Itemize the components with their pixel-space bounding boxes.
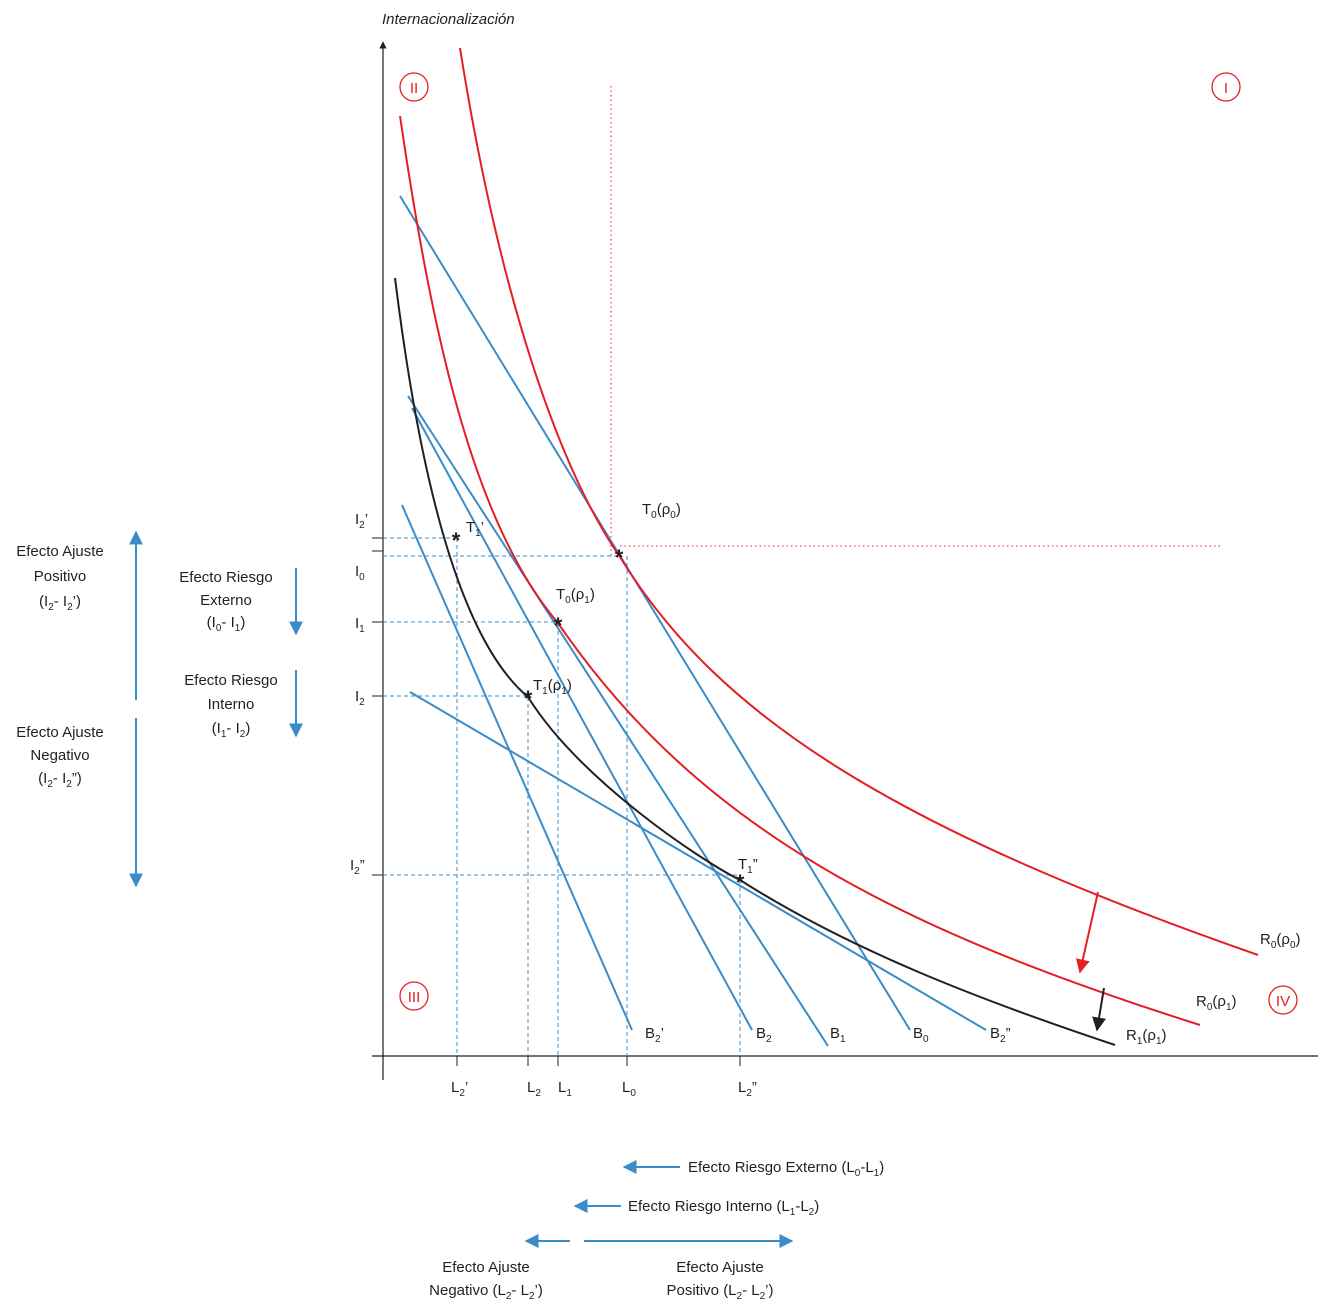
svg-text:Efecto Riesgo: Efecto Riesgo (184, 672, 277, 689)
label-b2-prime: B2’ (645, 1025, 664, 1045)
shift-arrow-red (1080, 892, 1098, 972)
svg-text:Efecto Ajuste: Efecto Ajuste (676, 1259, 764, 1276)
bottom-label-riesgo-interno: Efecto Riesgo Interno (L1-L2) (628, 1198, 819, 1218)
xtick-l2pp: L2” (738, 1079, 757, 1099)
quadrant-iv: IV (1269, 986, 1297, 1014)
line-b2 (412, 408, 752, 1030)
svg-text:Negativo (L2- L2’): Negativo (L2- L2’) (429, 1282, 543, 1302)
svg-text:Externo: Externo (200, 592, 252, 609)
svg-text:Positivo: Positivo (34, 568, 87, 585)
quadrant-i: I (1212, 73, 1240, 101)
shift-arrow-black (1097, 988, 1104, 1030)
line-b0 (400, 196, 910, 1030)
label-r1-rho1: R1(ρ1) (1126, 1027, 1167, 1047)
star-t0-rho1: * (554, 613, 563, 638)
line-b2-double-prime (410, 692, 986, 1030)
xtick-l1: L1 (558, 1079, 572, 1099)
svg-text:Efecto Riesgo: Efecto Riesgo (179, 569, 272, 586)
line-b1 (408, 396, 828, 1046)
label-b0: B0 (913, 1025, 929, 1045)
ytick-i2pp: I2” (350, 857, 365, 877)
label-t1-rho1: T1(ρ1) (533, 677, 572, 697)
svg-text:(I1- I2): (I1- I2) (212, 720, 251, 740)
svg-text:III: III (408, 989, 421, 1006)
left-label-riesgo-interno: Efecto Riesgo Interno (I1- I2) (184, 672, 277, 740)
curve-r0-rho0 (460, 48, 1258, 955)
y-axis-title: Internacionalización (382, 11, 515, 28)
star-t1-double-prime: * (736, 870, 745, 895)
svg-text:II: II (410, 80, 418, 97)
left-label-ajuste-positivo: Efecto Ajuste Positivo (I2- I2’) (16, 543, 104, 613)
star-t1-prime: * (452, 528, 461, 553)
svg-text:IV: IV (1276, 993, 1290, 1010)
label-b2: B2 (756, 1025, 772, 1045)
quadrant-ii: II (400, 73, 428, 101)
svg-text:Negativo: Negativo (30, 747, 89, 764)
star-t0-rho0: * (615, 545, 624, 570)
xtick-l2: L2 (527, 1079, 541, 1099)
label-t0-rho1: T0(ρ1) (556, 586, 595, 606)
quadrant-iii: III (400, 982, 428, 1010)
svg-text:I: I (1224, 80, 1228, 97)
svg-text:Efecto Ajuste: Efecto Ajuste (16, 724, 104, 741)
svg-text:(I0- I1): (I0- I1) (207, 614, 246, 634)
ytick-i1: I1 (355, 615, 365, 635)
label-t0-rho0: T0(ρ0) (642, 501, 681, 521)
bottom-label-ajuste-negativo: Efecto Ajuste Negativo (L2- L2’) (429, 1259, 543, 1302)
bottom-label-ajuste-positivo: Efecto Ajuste Positivo (L2- L2’) (667, 1259, 774, 1302)
curve-r1-rho1 (395, 278, 1115, 1045)
line-b2-prime (402, 505, 632, 1030)
xtick-l0: L0 (622, 1079, 636, 1099)
svg-text:Interno: Interno (208, 696, 255, 713)
svg-text:Positivo (L2- L2’): Positivo (L2- L2’) (667, 1282, 774, 1302)
label-r0-rho1: R0(ρ1) (1196, 993, 1237, 1013)
bottom-label-riesgo-externo: Efecto Riesgo Externo (L0-L1) (688, 1159, 884, 1179)
left-label-riesgo-externo: Efecto Riesgo Externo (I0- I1) (179, 569, 272, 634)
label-b1: B1 (830, 1025, 846, 1045)
svg-text:Efecto Ajuste: Efecto Ajuste (16, 543, 104, 560)
ytick-i2p: I2’ (355, 511, 368, 531)
left-label-ajuste-negativo: Efecto Ajuste Negativo (I2- I2”) (16, 724, 104, 790)
ytick-i0: I0 (355, 563, 365, 583)
label-b2-double-prime: B2” (990, 1025, 1011, 1045)
ytick-i2: I2 (355, 688, 365, 708)
svg-text:(I2- I2’): (I2- I2’) (39, 593, 81, 613)
xtick-l2p: L2’ (451, 1079, 468, 1099)
svg-text:Efecto Ajuste: Efecto Ajuste (442, 1259, 530, 1276)
star-t1-rho1: * (524, 686, 533, 711)
svg-text:(I2- I2”): (I2- I2”) (38, 770, 82, 790)
label-r0-rho0: R0(ρ0) (1260, 931, 1301, 951)
